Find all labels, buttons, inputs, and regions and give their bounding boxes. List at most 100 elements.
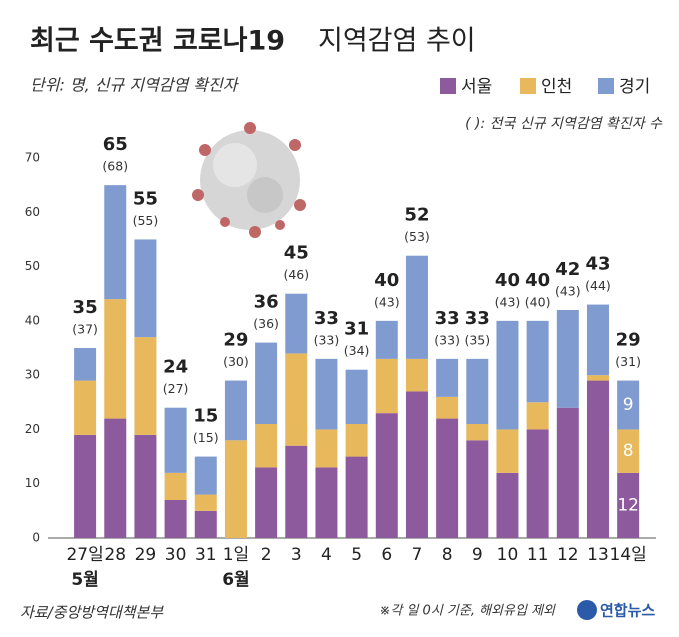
- x-tick-label: 8: [442, 545, 453, 565]
- national-label: (36): [253, 316, 279, 331]
- total-label: 65: [103, 134, 128, 155]
- national-label: (46): [283, 267, 309, 282]
- bar-segment: [436, 418, 459, 538]
- national-label: (33): [434, 332, 460, 347]
- bar-segment: [285, 353, 308, 446]
- national-label: (27): [163, 381, 189, 396]
- total-label: 40: [374, 270, 399, 291]
- national-label: (55): [133, 213, 159, 228]
- bar-segment: [436, 396, 459, 419]
- x-tick-label: 1일: [223, 545, 249, 565]
- x-tick-label: 12: [557, 545, 579, 565]
- virus-illustration: [192, 122, 306, 238]
- national-label: (31): [615, 354, 641, 369]
- total-label: 33: [435, 308, 460, 329]
- bar-segment: [134, 337, 157, 435]
- bar-segment: [74, 434, 97, 538]
- bar-segment: [526, 320, 549, 403]
- bar-segment: [405, 358, 428, 392]
- bar-segment: [586, 304, 609, 376]
- bar-segment: [104, 299, 127, 419]
- bar-segment: [315, 358, 338, 430]
- total-label: 52: [404, 205, 429, 226]
- x-tick-label: 3: [291, 545, 302, 565]
- segment-label: 12: [617, 495, 639, 515]
- x-tick-label: 4: [321, 545, 332, 565]
- bar-segment: [405, 255, 428, 359]
- bar-segment: [526, 402, 549, 430]
- bar-segment: [345, 424, 368, 457]
- bar-segment: [255, 467, 278, 538]
- national-label: (43): [555, 284, 581, 299]
- national-label: (43): [495, 294, 521, 309]
- x-tick-label: 30: [165, 545, 187, 565]
- x-tick-label: 28: [104, 545, 126, 565]
- bar-segment: [586, 380, 609, 538]
- national-label: (34): [344, 343, 370, 358]
- total-label: 33: [314, 308, 339, 329]
- national-label: (40): [525, 294, 551, 309]
- bar-segment: [164, 407, 187, 473]
- bar-segment: [224, 440, 247, 538]
- x-sublabel: 5월: [71, 570, 98, 590]
- x-tick-label: 2: [261, 545, 272, 565]
- x-tick-label: 10: [497, 545, 519, 565]
- bar-segment: [496, 320, 519, 430]
- total-label: 40: [495, 270, 520, 291]
- bar-segment: [375, 358, 398, 414]
- bar-segment: [194, 510, 217, 538]
- total-label: 24: [163, 357, 188, 378]
- total-label: 43: [585, 254, 610, 275]
- logo: 연합뉴스: [600, 602, 655, 620]
- bar-segment: [74, 380, 97, 435]
- segment-label: 9: [623, 395, 634, 415]
- x-tick-label: 29: [135, 545, 157, 565]
- bar-segment: [496, 429, 519, 473]
- bar-segment: [104, 418, 127, 538]
- legend-label: 서울: [461, 77, 492, 97]
- x-tick-label: 9: [472, 545, 483, 565]
- bar-segment: [104, 185, 127, 300]
- national-label: (44): [585, 278, 611, 293]
- bar-segment: [315, 467, 338, 538]
- bar-segment: [556, 407, 579, 538]
- total-label: 42: [555, 259, 580, 280]
- bar-segment: [586, 375, 609, 381]
- bar-segment: [375, 413, 398, 538]
- legend-swatch: [520, 78, 536, 94]
- x-tick-label: 27일: [66, 545, 103, 565]
- bar-segment: [194, 456, 217, 495]
- legend-label: 경기: [619, 77, 650, 97]
- national-label: (35): [464, 332, 490, 347]
- source: 자료/중앙방역대책본부: [20, 604, 164, 622]
- chart-title: 최근 수도권 코로나19: [30, 26, 285, 57]
- national-label: (30): [223, 354, 249, 369]
- national-label: (53): [404, 229, 430, 244]
- national-label: (37): [72, 322, 98, 337]
- legend-swatch: [598, 78, 614, 94]
- total-label: 15: [193, 406, 218, 427]
- y-tick-label: 10: [25, 476, 40, 490]
- bar-segment: [556, 310, 579, 408]
- y-tick-label: 50: [25, 259, 40, 273]
- chart-title-rest: 지역감염 추이: [318, 26, 476, 57]
- x-sublabel: 6월: [222, 570, 249, 590]
- bar-segment: [405, 391, 428, 538]
- x-tick-label: 5: [351, 545, 362, 565]
- y-tick-label: 0: [32, 531, 40, 545]
- x-tick-label: 7: [412, 545, 423, 565]
- legend-label: 인천: [541, 77, 572, 97]
- bar-segment: [315, 429, 338, 468]
- x-tick-label: 6: [381, 545, 392, 565]
- bar-segment: [617, 380, 640, 430]
- bar-segment: [285, 293, 308, 354]
- total-label: 35: [73, 297, 98, 318]
- bar-segment: [617, 472, 640, 538]
- x-tick-label: 11: [527, 545, 549, 565]
- bar-segment: [375, 320, 398, 359]
- national-label: (43): [374, 294, 400, 309]
- paren-note: ( ): 전국 신규 지역감염 확진자 수: [465, 116, 663, 132]
- national-label: (33): [314, 332, 340, 347]
- bar-segment: [164, 472, 187, 500]
- bar-segment: [466, 358, 489, 424]
